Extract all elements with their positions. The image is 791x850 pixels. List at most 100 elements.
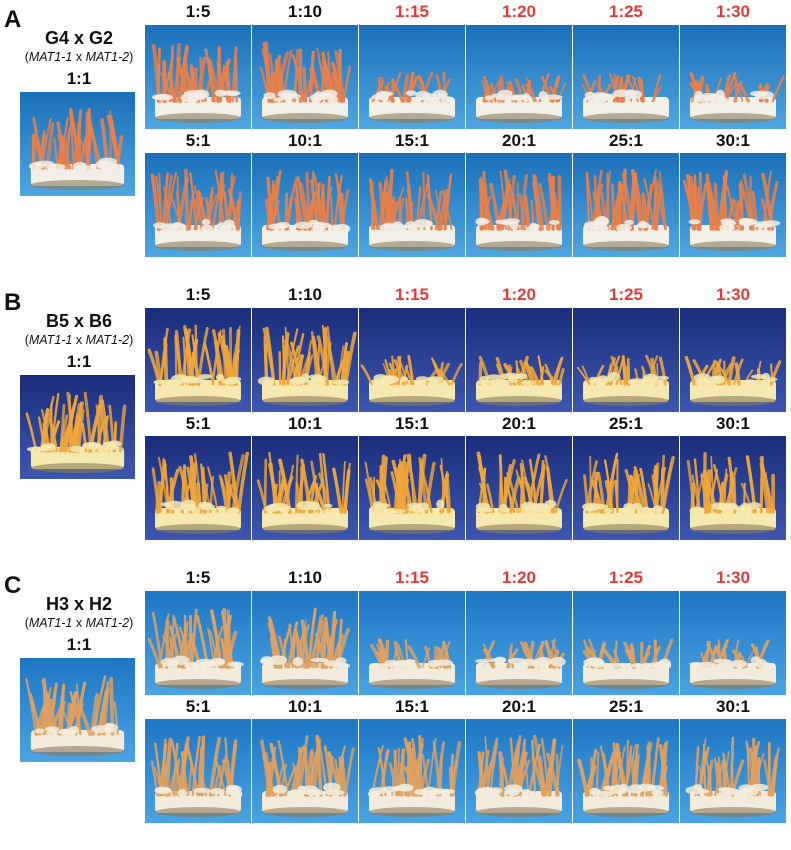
ratio-label: 1:20 [501, 285, 537, 304]
ratio-label: 1:10 [287, 568, 323, 587]
ratio-label: 1:30 [715, 568, 751, 587]
ratio-label: 1:25 [608, 285, 644, 304]
top-culture-photos [145, 25, 786, 129]
ratio-label: 1:5 [185, 285, 211, 304]
culture-photo [252, 153, 358, 257]
paren-open: ( [24, 616, 29, 630]
mating-type-caption: (MAT1-1 x MAT1-2) [4, 333, 154, 347]
panel-b: B B5 x B6 (MAT1-1 x MAT1-2) 1:1 1:5 1:10 1:15 1… [0, 283, 791, 566]
bottom-ratio-labels: 5:1 10:1 15:1 20:1 25:1 30:1 [145, 131, 785, 151]
top-ratio-labels: 1:5 1:10 1:15 1:20 1:25 1:30 [145, 568, 785, 588]
ratio-label: 1:10 [287, 285, 323, 304]
culture-photo [466, 436, 572, 540]
top-culture-photos [145, 308, 786, 412]
cross-symbol: x [72, 616, 86, 630]
culture-photo [573, 591, 679, 695]
culture-photo [359, 719, 465, 823]
culture-photo [145, 25, 251, 129]
culture-photo [680, 153, 786, 257]
ratio-label: 1:5 [185, 2, 211, 21]
culture-photo [359, 153, 465, 257]
ratio-label: 30:1 [715, 131, 751, 150]
culture-photo [359, 436, 465, 540]
ratio-label: 1:30 [715, 2, 751, 21]
culture-photo [145, 591, 251, 695]
top-culture-photos [145, 591, 786, 695]
cross-title: B5 x B6 [45, 311, 113, 331]
culture-photo [680, 591, 786, 695]
culture-photo [145, 153, 251, 257]
control-culture-photo [20, 658, 135, 762]
culture-photo [573, 153, 679, 257]
culture-photo [680, 436, 786, 540]
culture-photo [359, 308, 465, 412]
cross-title: G4 x G2 [44, 28, 114, 48]
ratio-label: 10:1 [287, 697, 323, 716]
control-ratio-label: 1:1 [66, 635, 92, 654]
ratio-label: 1:30 [715, 285, 751, 304]
ratio-label: 1:20 [501, 568, 537, 587]
ratio-label: 20:1 [501, 697, 537, 716]
culture-photo [252, 591, 358, 695]
culture-photo [466, 591, 572, 695]
ratio-label: 25:1 [608, 131, 644, 150]
ratio-label: 15:1 [394, 414, 430, 433]
culture-photo [252, 25, 358, 129]
ratio-label: 5:1 [185, 131, 211, 150]
culture-photo [680, 25, 786, 129]
culture-photo [573, 308, 679, 412]
culture-photo [145, 308, 251, 412]
ratio-label: 15:1 [394, 697, 430, 716]
culture-photo [680, 719, 786, 823]
ratio-label: 20:1 [501, 131, 537, 150]
ratio-label: 10:1 [287, 414, 323, 433]
culture-photo [466, 153, 572, 257]
mating-type-b: MAT1-2 [85, 333, 130, 347]
culture-photo [466, 719, 572, 823]
ratio-label: 5:1 [185, 697, 211, 716]
culture-photo [573, 719, 679, 823]
paren-close: ) [129, 616, 134, 630]
panel-letter: A [4, 6, 22, 33]
ratio-label: 30:1 [715, 697, 751, 716]
cross-symbol: x [72, 50, 86, 64]
ratio-label: 20:1 [501, 414, 537, 433]
mating-type-b: MAT1-2 [85, 616, 130, 630]
culture-photo [252, 436, 358, 540]
culture-photo [252, 719, 358, 823]
paren-close: ) [129, 50, 134, 64]
culture-photo [573, 25, 679, 129]
culture-photo [573, 436, 679, 540]
culture-photo [359, 591, 465, 695]
ratio-label: 1:25 [608, 2, 644, 21]
ratio-label: 10:1 [287, 131, 323, 150]
mating-type-caption: (MAT1-1 x MAT1-2) [4, 50, 154, 64]
ratio-label: 1:10 [287, 2, 323, 21]
mating-type-a: MAT1-1 [28, 616, 73, 630]
bottom-ratio-labels: 5:1 10:1 15:1 20:1 25:1 30:1 [145, 697, 785, 717]
ratio-label: 1:5 [185, 568, 211, 587]
panel-letter: B [4, 289, 22, 316]
paren-open: ( [24, 333, 29, 347]
paren-close: ) [129, 333, 134, 347]
culture-photo [466, 25, 572, 129]
control-culture-photo [20, 92, 135, 196]
ratio-label: 5:1 [185, 414, 211, 433]
ratio-label: 1:15 [394, 2, 430, 21]
bottom-culture-photos [145, 436, 786, 540]
ratio-label: 25:1 [608, 697, 644, 716]
cross-symbol: x [72, 333, 86, 347]
culture-photo [466, 308, 572, 412]
bottom-culture-photos [145, 153, 786, 257]
control-ratio-label: 1:1 [66, 352, 92, 371]
ratio-label: 1:15 [394, 285, 430, 304]
paren-open: ( [24, 50, 29, 64]
bottom-ratio-labels: 5:1 10:1 15:1 20:1 25:1 30:1 [145, 414, 785, 434]
culture-photo [145, 719, 251, 823]
ratio-label: 15:1 [394, 131, 430, 150]
mating-type-b: MAT1-2 [85, 50, 130, 64]
ratio-label: 1:20 [501, 2, 537, 21]
top-ratio-labels: 1:5 1:10 1:15 1:20 1:25 1:30 [145, 2, 785, 22]
panel-letter: C [4, 572, 22, 599]
panel-c: C H3 x H2 (MAT1-1 x MAT1-2) 1:1 1:5 1:10 1:15 1… [0, 566, 791, 849]
